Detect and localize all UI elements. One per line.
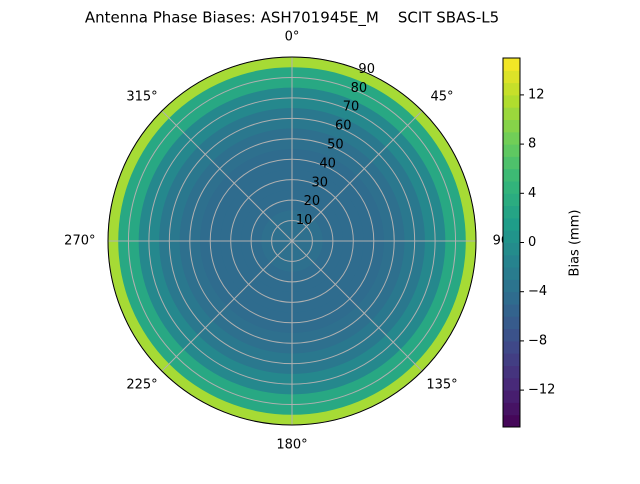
colorbar-band bbox=[503, 70, 520, 84]
colorbar-tick-label: 8 bbox=[528, 137, 536, 152]
theta-tick-label: 180° bbox=[276, 438, 307, 453]
colorbar-tick-label: −4 bbox=[528, 284, 547, 299]
colorbar-band bbox=[503, 353, 520, 366]
angular-grid bbox=[161, 110, 293, 242]
colorbar-band bbox=[503, 279, 520, 293]
colorbar-band bbox=[503, 193, 520, 207]
colorbar-band bbox=[503, 119, 520, 133]
colorbar-band bbox=[503, 230, 520, 243]
colorbar-band bbox=[503, 377, 520, 391]
colorbar-band bbox=[503, 390, 520, 403]
r-tick-label: 70 bbox=[343, 100, 360, 115]
colorbar-band bbox=[503, 328, 520, 342]
colorbar-band bbox=[503, 340, 520, 354]
r-tick-label: 60 bbox=[335, 119, 352, 134]
colorbar-band bbox=[503, 131, 520, 145]
colorbar-tick-label: −12 bbox=[528, 383, 555, 398]
angular-grid bbox=[291, 110, 423, 242]
colorbar-band bbox=[503, 267, 520, 280]
colorbar-band bbox=[503, 168, 520, 182]
r-tick-label: 20 bbox=[304, 194, 321, 209]
angular-grid bbox=[291, 240, 423, 372]
colorbar-band bbox=[503, 217, 520, 231]
r-tick-label: 30 bbox=[311, 175, 328, 190]
colorbar-band bbox=[503, 242, 520, 256]
r-tick-label: 50 bbox=[327, 138, 344, 153]
colorbar-band bbox=[503, 304, 520, 317]
colorbar-band bbox=[503, 254, 520, 268]
colorbar-tick-label: −8 bbox=[528, 333, 547, 348]
colorbar-band bbox=[503, 414, 520, 428]
colorbar-band bbox=[503, 205, 520, 219]
colorbar-tick-label: 12 bbox=[528, 87, 545, 102]
colorbar-band bbox=[503, 58, 520, 71]
colorbar-band bbox=[503, 181, 520, 194]
colorbar-band bbox=[503, 94, 520, 108]
theta-tick-label: 225° bbox=[126, 378, 157, 393]
r-tick-label: 90 bbox=[358, 62, 375, 77]
polar-frame bbox=[107, 56, 477, 426]
colorbar-tick-label: 4 bbox=[528, 186, 536, 201]
chart-title: Antenna Phase Biases: ASH701945E_M SCIT … bbox=[85, 9, 499, 28]
colorbar-tick-label: 0 bbox=[528, 235, 536, 250]
colorbar-band bbox=[503, 402, 520, 416]
theta-tick-label: 0° bbox=[285, 30, 300, 45]
theta-tick-label: 45° bbox=[430, 89, 453, 104]
colorbar-band bbox=[503, 107, 520, 120]
colorbar-band bbox=[503, 156, 520, 170]
r-tick-label: 40 bbox=[319, 156, 336, 171]
colorbar-band bbox=[503, 291, 520, 305]
theta-tick-label: 315° bbox=[126, 89, 157, 104]
colorbar-band bbox=[503, 316, 520, 330]
r-tick-label: 80 bbox=[351, 81, 368, 96]
theta-tick-label: 270° bbox=[64, 234, 95, 249]
theta-tick-label: 135° bbox=[426, 378, 457, 393]
colorbar-band bbox=[503, 144, 520, 157]
colorbar-band bbox=[503, 365, 520, 379]
r-tick-label: 10 bbox=[296, 213, 313, 228]
angular-grid bbox=[161, 240, 293, 372]
colorbar-band bbox=[503, 82, 520, 96]
colorbar-label: Bias (mm) bbox=[568, 210, 583, 277]
